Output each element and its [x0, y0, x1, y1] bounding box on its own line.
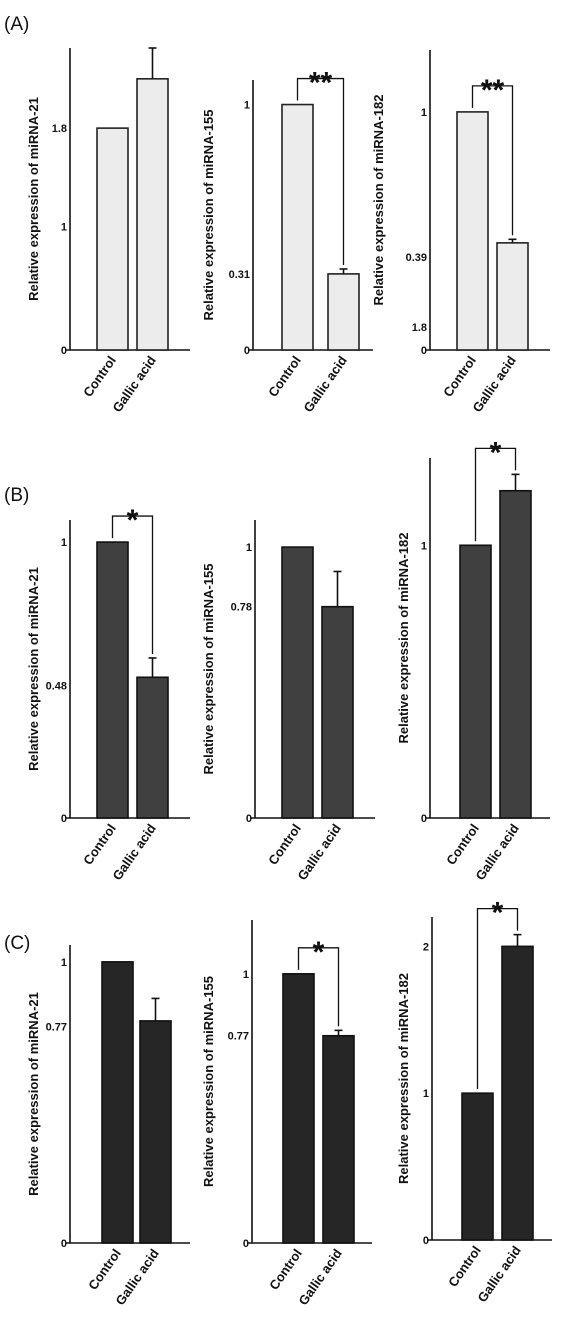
bar — [282, 973, 315, 1244]
significance-bracket — [476, 907, 519, 1090]
bar-chart: 0 0.31 1 Relative expression of miRNA-155 Co… — [201, 67, 373, 415]
y-tick-label: 0.48 — [46, 681, 67, 693]
y-tick-label: 0 — [421, 813, 427, 825]
y-tick-label: 1 — [246, 542, 252, 554]
bar — [101, 961, 134, 1244]
bar-chart: 0 1 1.8 Relative expression of miRNA-182 Con… — [396, 322, 550, 883]
y-tick-label: 0 — [61, 813, 67, 825]
y-tick-label: 0 — [421, 345, 427, 357]
bar-chart: 0 1 1.8 Relative expression of miRNA-21 Cont… — [26, 47, 190, 415]
significance-bracket — [297, 947, 340, 1027]
y-tick-label: 0 — [246, 813, 252, 825]
significance-bracket — [296, 77, 345, 265]
y-axis-label: Relative expression of miRNA-21 — [26, 567, 41, 771]
bar — [136, 676, 169, 819]
bar — [136, 78, 169, 351]
y-tick-label: 0.31 — [229, 269, 250, 281]
bar — [459, 544, 492, 819]
y-tick-label: 0 — [243, 1238, 249, 1250]
bar — [96, 541, 129, 819]
bar — [281, 546, 314, 819]
bar — [321, 605, 354, 819]
y-tick-label: 0 — [61, 1238, 67, 1250]
x-tick-label: Control — [265, 821, 304, 867]
bar — [96, 127, 129, 351]
bar — [501, 945, 534, 1241]
significance-bracket — [474, 447, 517, 542]
y-tick-label: 0.77 — [228, 1031, 249, 1043]
y-axis-label: Relative expression of miRNA-155 — [201, 564, 216, 775]
x-tick-label: Control — [80, 821, 119, 867]
y-tick-label: 0 — [423, 1235, 429, 1247]
y-axis-label: Relative expression of miRNA-155 — [201, 110, 216, 321]
bar-chart: 0 1 2 Relative expression of miRNA-182 Contr… — [396, 897, 552, 1305]
y-axis-label: Relative expression of miRNA-182 — [396, 533, 411, 744]
x-tick-label: Control — [80, 353, 119, 399]
bar — [499, 489, 532, 819]
bar-chart: 0 0.39 1 Relative expression of miRNA-182 Co… — [371, 50, 550, 415]
bar — [327, 273, 360, 351]
y-axis-label: Relative expression of miRNA-21 — [26, 97, 41, 301]
x-tick-label: Control — [445, 1243, 484, 1289]
significance-marker: ** — [309, 67, 333, 100]
y-tick-label: 1 — [61, 537, 67, 549]
y-tick-label: 2 — [423, 941, 429, 953]
x-tick-label: Control — [440, 353, 479, 399]
y-axis-label: Relative expression of miRNA-182 — [371, 95, 386, 306]
y-tick-label: 1 — [244, 100, 250, 112]
significance-bracket — [111, 515, 154, 654]
panel-label-b: (B) — [4, 485, 29, 506]
bar — [139, 1020, 172, 1244]
y-axis-label: Relative expression of miRNA-21 — [26, 992, 41, 1196]
significance-marker: * — [127, 504, 139, 537]
y-tick-label: 0.77 — [46, 1022, 67, 1034]
significance-marker: * — [492, 897, 504, 930]
bar-chart: 0 0.78 1 Relative expression of miRNA-155 Co… — [201, 520, 375, 883]
y-tick-label: 1 — [421, 540, 427, 552]
y-tick-label: 1.8 — [412, 322, 427, 334]
y-tick-label: 1 — [61, 957, 67, 969]
y-axis-label: Relative expression of miRNA-155 — [201, 976, 216, 1187]
y-tick-label: 1 — [243, 969, 249, 981]
y-tick-label: 0 — [244, 345, 250, 357]
y-tick-label: 1 — [421, 107, 427, 119]
x-tick-label: Control — [266, 1246, 305, 1292]
panel-label-a: (A) — [4, 14, 29, 35]
significance-bracket — [471, 85, 514, 236]
y-tick-label: 1.8 — [52, 123, 67, 135]
x-tick-label: Control — [265, 353, 304, 399]
y-tick-label: 0 — [61, 345, 67, 357]
y-tick-label: 0.78 — [231, 602, 252, 614]
y-axis-label: Relative expression of miRNA-182 — [396, 973, 411, 1184]
y-tick-label: 1 — [61, 222, 67, 234]
x-tick-label: Control — [85, 1246, 124, 1292]
bar-chart: 0 0.77 1 Relative expression of miRNA-155 Co… — [201, 920, 372, 1308]
y-tick-label: 0.39 — [406, 252, 427, 264]
charts-group: 0 1 1.8 Relative expression of miRNA-21 Cont… — [26, 47, 552, 1308]
bar — [461, 1092, 494, 1241]
significance-marker: * — [313, 936, 325, 969]
bar — [281, 103, 314, 351]
bar — [322, 1034, 355, 1244]
bar — [456, 111, 489, 351]
y-tick-label: 1 — [423, 1088, 429, 1100]
x-tick-label: Gallic acid — [300, 353, 350, 415]
x-tick-label: Control — [443, 821, 482, 867]
panel-label-c: (C) — [4, 933, 30, 954]
significance-marker: * — [490, 436, 502, 469]
significance-marker: ** — [481, 74, 505, 107]
bar-chart: 0 0.77 1 Relative expression of miRNA-21 Con… — [26, 945, 190, 1308]
bar — [496, 242, 529, 351]
bar-chart: 0 0.48 1 Relative expression of miRNA-21 Con… — [26, 504, 190, 883]
